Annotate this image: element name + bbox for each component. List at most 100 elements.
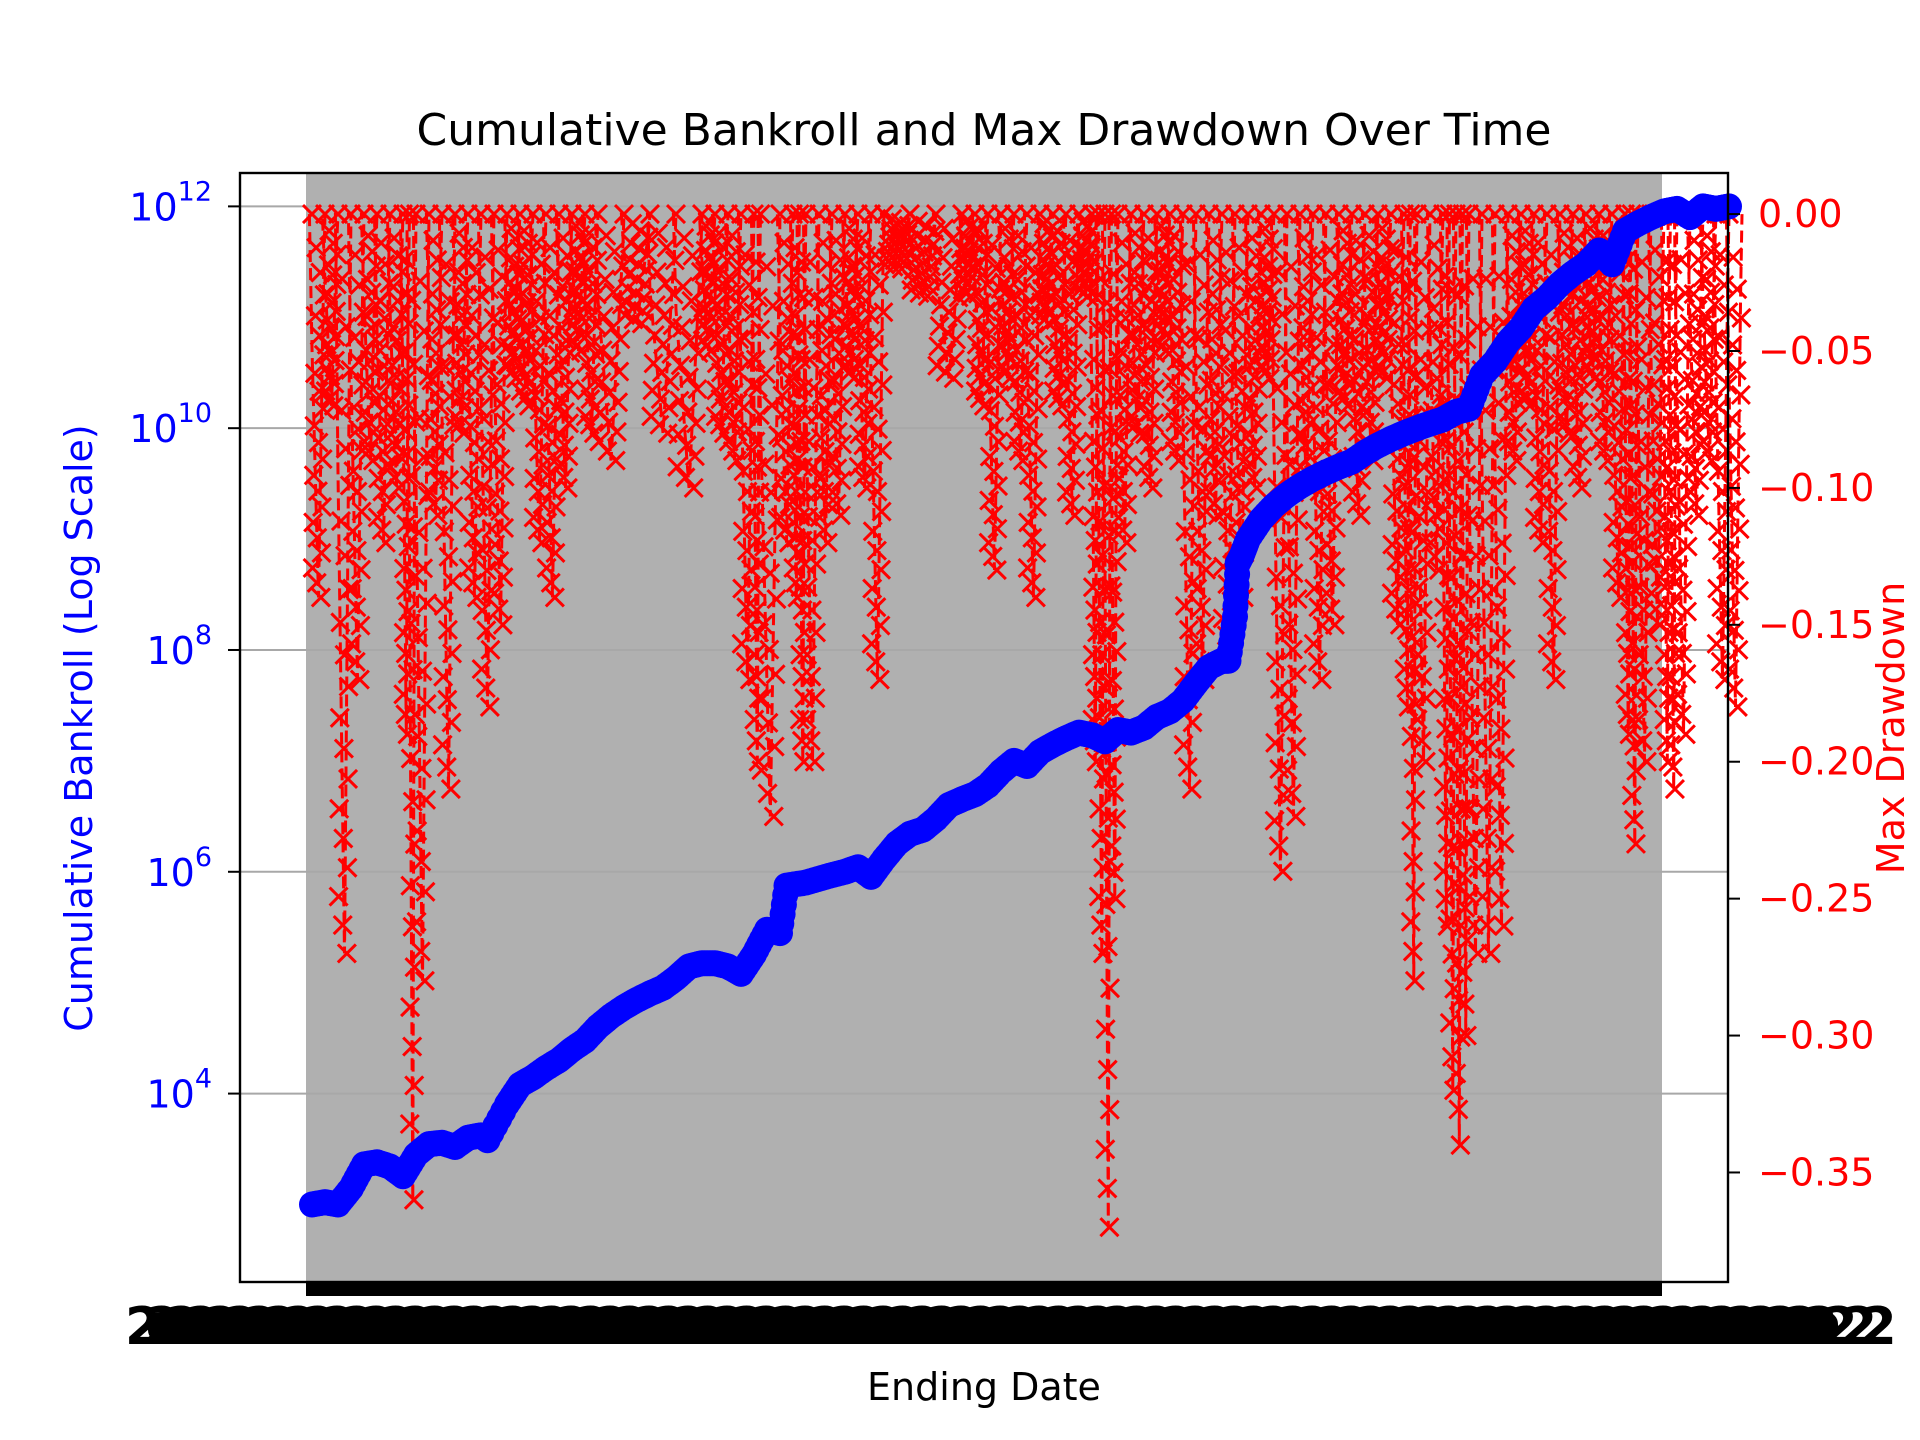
max-drawdown-point xyxy=(1408,644,1429,665)
max-drawdown-point xyxy=(476,560,497,581)
max-drawdown-point xyxy=(531,254,552,275)
max-drawdown-point xyxy=(1181,779,1202,800)
max-drawdown-point xyxy=(319,220,340,241)
max-drawdown-point xyxy=(337,768,359,789)
max-drawdown-point xyxy=(1090,268,1111,289)
max-drawdown-point xyxy=(493,517,515,538)
max-drawdown-point xyxy=(850,317,872,338)
max-drawdown-point xyxy=(1671,249,1692,270)
max-drawdown-point xyxy=(1307,244,1328,265)
max-drawdown-point xyxy=(1493,915,1514,937)
max-drawdown-point xyxy=(851,276,872,297)
max-drawdown-point xyxy=(1496,465,1517,486)
max-drawdown-point xyxy=(1490,805,1511,826)
max-drawdown-point xyxy=(307,481,328,502)
max-drawdown-point xyxy=(863,397,885,418)
max-drawdown-point xyxy=(1401,820,1422,841)
max-drawdown-point xyxy=(1303,633,1324,654)
max-drawdown-point xyxy=(790,431,812,452)
max-drawdown-point xyxy=(987,475,1009,497)
max-drawdown-point xyxy=(1113,481,1134,502)
max-drawdown-point xyxy=(1136,355,1157,376)
max-drawdown-point xyxy=(1285,806,1306,827)
max-drawdown-point xyxy=(402,1036,423,1057)
max-drawdown-point xyxy=(1729,519,1750,540)
max-drawdown-point xyxy=(1617,580,1639,601)
max-drawdown-point xyxy=(1429,518,1450,539)
max-drawdown-point xyxy=(1728,580,1750,601)
max-drawdown-point xyxy=(1346,230,1367,251)
max-drawdown-point xyxy=(658,397,679,418)
max-drawdown-point xyxy=(434,442,456,463)
max-drawdown-point xyxy=(863,461,884,482)
max-drawdown-point xyxy=(1422,351,1444,372)
max-drawdown-point xyxy=(1407,709,1428,730)
max-drawdown-point xyxy=(452,273,473,294)
max-drawdown-point xyxy=(1017,557,1038,578)
max-drawdown-point xyxy=(753,536,775,557)
max-drawdown-point xyxy=(393,684,414,705)
max-drawdown-point xyxy=(1637,622,1659,643)
max-drawdown-point xyxy=(1639,405,1660,426)
max-drawdown-point xyxy=(1449,634,1470,655)
max-drawdown-point xyxy=(1622,633,1643,654)
max-drawdown-point xyxy=(1448,285,1469,306)
max-drawdown-point xyxy=(416,694,437,715)
max-drawdown-point xyxy=(1324,614,1345,635)
max-drawdown-point xyxy=(856,245,877,266)
max-drawdown-point xyxy=(587,204,609,225)
max-drawdown-point xyxy=(839,218,860,239)
max-drawdown-point xyxy=(390,379,411,400)
max-drawdown-point xyxy=(336,316,357,337)
max-drawdown-point xyxy=(1307,651,1328,672)
max-drawdown-point xyxy=(1287,589,1308,610)
max-drawdown-point xyxy=(1085,530,1106,551)
max-drawdown-point xyxy=(985,368,1006,389)
max-drawdown-point xyxy=(1143,413,1165,434)
left-axis-label: Cumulative Bankroll (Log Scale) xyxy=(57,424,101,1031)
max-drawdown-point xyxy=(523,507,544,528)
max-drawdown-point xyxy=(1633,666,1654,687)
max-drawdown-point xyxy=(346,540,367,561)
max-drawdown-point xyxy=(1533,494,1554,515)
max-drawdown-point xyxy=(1413,530,1434,551)
max-drawdown-point xyxy=(1622,465,1644,486)
max-drawdown-point xyxy=(1396,678,1417,699)
max-drawdown-point xyxy=(987,518,1008,539)
max-drawdown-point xyxy=(1483,475,1504,496)
max-drawdown-point xyxy=(596,225,617,246)
max-drawdown-point xyxy=(1399,384,1420,406)
max-drawdown-point xyxy=(475,247,496,268)
max-drawdown-point xyxy=(1238,456,1259,477)
max-drawdown-point xyxy=(745,349,766,370)
max-drawdown-point xyxy=(1098,672,1119,693)
max-drawdown-point xyxy=(1208,434,1230,455)
max-drawdown-point xyxy=(1103,385,1124,406)
max-drawdown-point xyxy=(1487,597,1508,618)
max-drawdown-point xyxy=(412,661,433,682)
max-drawdown-point xyxy=(729,294,750,315)
max-drawdown-point xyxy=(495,412,516,433)
max-drawdown-point xyxy=(1485,861,1506,882)
max-drawdown-point xyxy=(1404,970,1425,991)
max-drawdown-point xyxy=(435,356,456,377)
max-drawdown-point xyxy=(434,521,455,542)
max-drawdown-point xyxy=(457,250,478,271)
max-drawdown-point xyxy=(1584,368,1605,389)
max-drawdown-point xyxy=(1677,536,1698,557)
max-drawdown-point xyxy=(1564,424,1585,445)
max-drawdown-point xyxy=(392,261,413,282)
max-drawdown-point xyxy=(639,204,661,225)
max-drawdown-point xyxy=(1268,261,1289,282)
max-drawdown-point xyxy=(1434,597,1455,618)
max-drawdown-point xyxy=(773,291,794,312)
max-drawdown-point xyxy=(1066,396,1087,417)
max-drawdown-point xyxy=(472,600,493,621)
max-drawdown-point xyxy=(463,481,484,502)
max-drawdown-point xyxy=(393,558,414,579)
max-drawdown-point xyxy=(432,734,453,755)
max-drawdown-point xyxy=(745,506,766,527)
max-drawdown-point xyxy=(870,615,891,636)
max-drawdown-point xyxy=(525,385,546,406)
max-drawdown-point xyxy=(746,666,767,687)
